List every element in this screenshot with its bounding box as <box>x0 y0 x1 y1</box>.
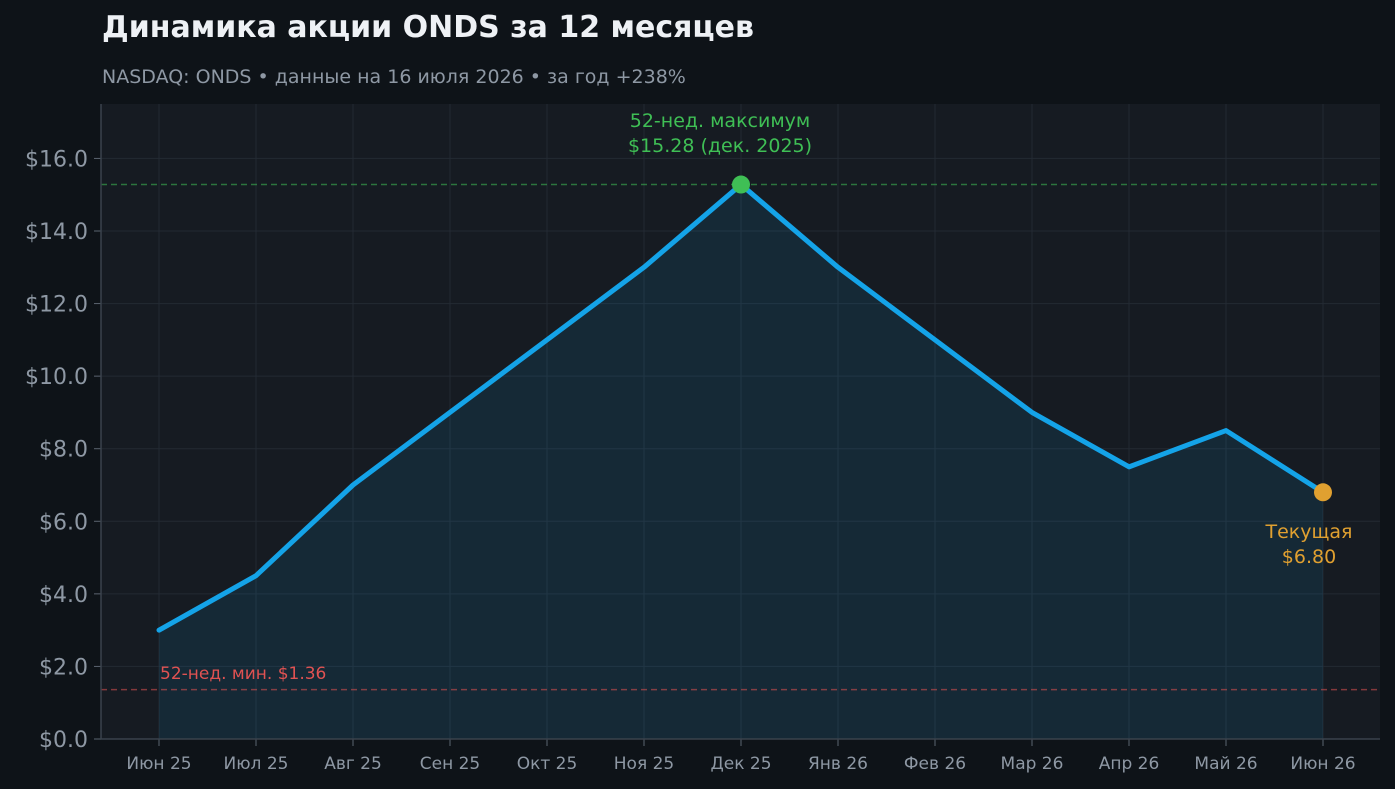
y-tick-label: $10.0 <box>25 365 88 390</box>
current-annotation-line2: $6.80 <box>1282 546 1336 568</box>
x-tick-label: Авг 25 <box>324 754 382 774</box>
x-tick-label: Сен 25 <box>420 754 480 774</box>
x-tick-label: Апр 26 <box>1099 754 1160 774</box>
y-tick-label: $14.0 <box>25 220 88 245</box>
area-fill <box>159 184 1323 739</box>
y-tick-label: $12.0 <box>25 293 88 318</box>
annotations: 52-нед. максимум $15.28 (дек. 2025) 52-нед… <box>160 110 1352 684</box>
y-tick-label: $16.0 <box>25 147 88 172</box>
x-tick-label: Мар 26 <box>1001 754 1064 774</box>
axes: $0.0 $2.0 $4.0 $6.0 $8.0 $10.0 $12.0 $14.0 $16.0… <box>25 104 1380 774</box>
y-tick-label: $4.0 <box>39 583 88 608</box>
x-tick-label: Май 26 <box>1194 754 1257 774</box>
current-annotation-line1: Текущая <box>1265 521 1353 543</box>
x-tick-label: Янв 26 <box>808 754 868 774</box>
markers <box>732 175 1332 502</box>
current-marker <box>1314 483 1332 502</box>
y-tick-label: $8.0 <box>39 438 88 463</box>
high-annotation-line1: 52-нед. максимум <box>630 110 811 132</box>
x-tick-label: Июн 25 <box>126 754 191 774</box>
x-tick-label: Фев 26 <box>904 754 966 774</box>
x-tick-label: Ноя 25 <box>614 754 674 774</box>
low-annotation: 52-нед. мин. $1.36 <box>160 664 326 684</box>
y-tick-label: $2.0 <box>39 655 88 680</box>
x-tick-label: Окт 25 <box>517 754 578 774</box>
high-annotation-line2: $15.28 (дек. 2025) <box>628 135 812 157</box>
x-tick-label: Июл 25 <box>224 754 289 774</box>
high-marker <box>732 175 750 194</box>
grid-lines <box>101 104 1380 740</box>
area-layer <box>159 184 1323 739</box>
x-tick-label: Июн 26 <box>1290 754 1355 774</box>
chart-subtitle: NASDAQ: ONDS • данные на 16 июля 2026 • … <box>102 66 686 88</box>
chart-title: Динамика акции ONDS за 12 месяцев <box>102 10 754 45</box>
y-tick-label: $6.0 <box>39 510 88 535</box>
y-tick-label: $0.0 <box>39 728 88 753</box>
reference-lines <box>101 183 1380 691</box>
x-tick-label: Дек 25 <box>710 754 771 774</box>
